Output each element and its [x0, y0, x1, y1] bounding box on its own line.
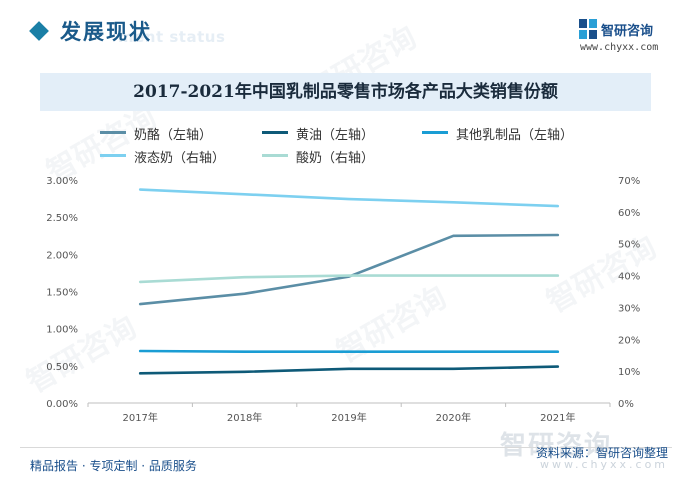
y-right-tick-label: 50%: [618, 240, 640, 251]
legend-swatch: [262, 131, 288, 134]
x-tick-label: 2019年: [331, 411, 366, 424]
y-left-tick-label: 1.00%: [46, 325, 78, 336]
header: ment status 发展现状 智研咨询 www.chyxx.com: [0, 0, 692, 64]
y-right-tick-label: 40%: [618, 272, 640, 283]
y-right-tick-label: 30%: [618, 303, 640, 314]
y-right-tick-label: 60%: [618, 208, 640, 219]
legend-label: 液态奶（右轴）: [134, 151, 226, 166]
y-right-tick-label: 20%: [618, 335, 640, 346]
y-left-tick-label: 0.00%: [46, 399, 78, 410]
series-line: [138, 349, 560, 354]
legend-swatch: [422, 131, 448, 134]
footer-tagline: 精品报告 · 专项定制 · 品质服务: [30, 459, 197, 473]
y-right-tick-label: 70%: [618, 176, 640, 187]
brand-logo-icon: [579, 19, 597, 39]
legend-swatch: [262, 154, 288, 157]
footer-watermark: 智研咨询: [500, 431, 613, 461]
x-tick-label: 2018年: [227, 411, 262, 424]
footer-watermark-url: www.chyxx.com: [540, 458, 669, 471]
legend-label: 酸奶（右轴）: [296, 151, 375, 166]
y-left-tick-label: 1.50%: [46, 288, 78, 299]
brand-url: www.chyxx.com: [580, 42, 659, 53]
x-tick-label: 2017年: [122, 411, 157, 424]
series-line: [138, 233, 560, 306]
y-left-tick-label: 0.50%: [46, 362, 78, 373]
section-title-en: ment status: [118, 28, 226, 46]
chart-title: 2017-2021年中国乳制品零售市场各产品大类销售份额: [133, 82, 558, 102]
x-tick-label: 2020年: [436, 411, 471, 424]
y-left-tick-label: 2.50%: [46, 213, 78, 224]
legend-swatch: [100, 154, 126, 157]
legend-label: 黄油（左轴）: [296, 128, 375, 143]
y-right-tick-label: 10%: [618, 367, 640, 378]
legend-swatch: [100, 131, 126, 134]
legend-label: 其他乳制品（左轴）: [456, 128, 574, 143]
series-line: [138, 274, 560, 284]
data-source: 资料来源：智研咨询整理: [535, 446, 668, 460]
y-left-tick-label: 3.00%: [46, 176, 78, 187]
footer-divider: [20, 447, 672, 448]
section-title: 发展现状: [60, 20, 152, 44]
x-tick-label: 2021年: [540, 411, 575, 424]
brand-name: 智研咨询: [601, 24, 654, 39]
series-line: [138, 365, 560, 375]
legend-label: 奶酪（左轴）: [134, 128, 213, 143]
y-left-tick-label: 2.00%: [46, 250, 78, 261]
series-line: [138, 188, 560, 208]
chart-title-banner: 2017-2021年中国乳制品零售市场各产品大类销售份额: [40, 73, 651, 111]
y-right-tick-label: 0%: [618, 399, 634, 410]
